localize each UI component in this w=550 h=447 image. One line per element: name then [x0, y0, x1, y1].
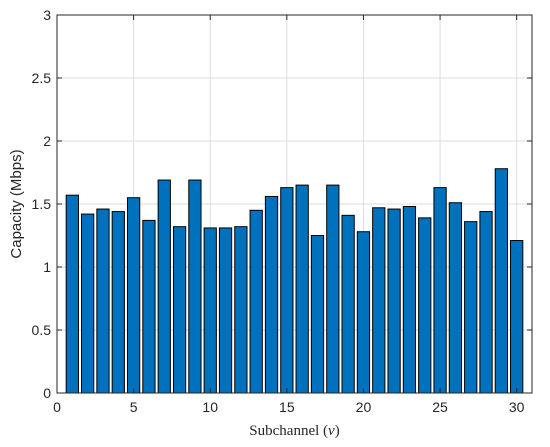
bar-subchannel-4 [111, 211, 125, 394]
x-tick-label: 25 [432, 399, 448, 415]
bar-subchannel-28 [479, 211, 493, 394]
bar-subchannel-21 [372, 207, 386, 394]
axis-ticks [56, 14, 532, 394]
x-axis-label-var: v [328, 423, 335, 439]
bar-subchannel-23 [402, 206, 417, 394]
bar-subchannel-6 [142, 219, 156, 394]
y-tick-label: 1 [43, 259, 51, 275]
bar-subchannel-29 [494, 168, 508, 394]
y-tick-label: 3 [43, 7, 51, 23]
x-axis-label: Subchannel (v) [249, 423, 339, 439]
bar-subchannel-13 [249, 209, 263, 394]
x-tick-label: 15 [279, 399, 295, 415]
x-tick-label: 30 [509, 399, 525, 415]
x-tick-label: 5 [130, 399, 138, 415]
bar-subchannel-11 [218, 227, 233, 394]
bar-subchannel-30 [510, 240, 524, 394]
bar-subchannel-10 [203, 227, 217, 394]
y-tick-label: 2 [43, 133, 51, 149]
x-axis-label-close: ) [335, 423, 340, 439]
x-axis-label-text: Subchannel ( [249, 423, 328, 439]
bar-subchannel-19 [341, 214, 355, 394]
y-tick-label: 2.5 [32, 70, 52, 86]
bar-subchannel-25 [433, 187, 447, 394]
x-tick-label: 0 [53, 399, 61, 415]
bar-subchannel-5 [126, 197, 141, 394]
bar-subchannel-7 [157, 179, 171, 394]
x-tick-label: 10 [202, 399, 218, 415]
bar-subchannel-22 [387, 208, 401, 394]
y-tick-label: 1.5 [32, 196, 52, 212]
x-tick-label: 20 [356, 399, 372, 415]
bar-subchannel-3 [96, 208, 110, 394]
y-tick-label: 0.5 [32, 322, 52, 338]
bar-subchannel-27 [464, 221, 478, 394]
bar-subchannel-8 [172, 226, 187, 394]
y-tick-label: 0 [43, 385, 51, 401]
bar-subchannel-1 [65, 194, 79, 394]
y-axis-label: Capacity (Mbps) [8, 149, 25, 258]
bar-subchannel-15 [280, 187, 294, 394]
bar-subchannel-26 [448, 202, 463, 394]
y-tick-labels: 0 0.5 1 1.5 2 2.5 3 [32, 7, 52, 401]
bar-subchannel-9 [188, 179, 202, 394]
bar-subchannel-24 [418, 217, 432, 394]
bar-subchannel-16 [295, 184, 309, 394]
x-tick-labels: 0 5 10 15 20 25 30 [53, 399, 525, 415]
bar-subchannel-17 [310, 235, 325, 394]
bar-subchannel-18 [326, 184, 340, 394]
bar-subchannel-12 [234, 226, 248, 394]
bar-subchannel-20 [356, 231, 371, 394]
bar-subchannel-14 [264, 195, 279, 394]
bars [65, 168, 524, 394]
bar-subchannel-2 [81, 213, 95, 394]
